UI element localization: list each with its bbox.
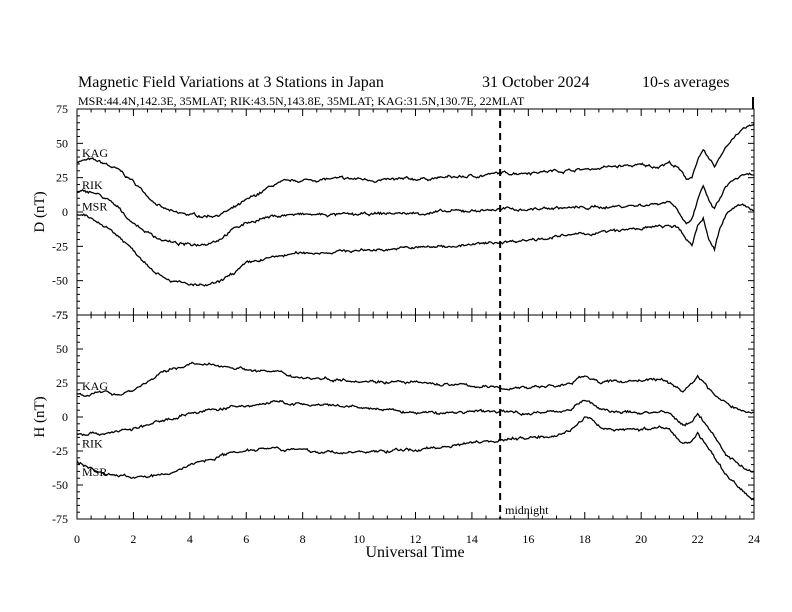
d-ytick-label: -75 xyxy=(52,308,68,322)
xtick-label: 0 xyxy=(74,532,80,546)
chart-averaging: 10-s averages xyxy=(642,74,730,91)
d-panel-frame xyxy=(76,108,755,316)
h-ytick-label: 50 xyxy=(56,342,68,356)
h-ytick-label: 25 xyxy=(56,376,68,390)
d-station-label-msr: MSR xyxy=(82,200,107,214)
d-axis-label: D (nT) xyxy=(32,191,48,232)
d-ytick-label: 0 xyxy=(62,205,68,219)
xtick-label: 10 xyxy=(353,532,365,546)
h-axis-label: H (nT) xyxy=(32,396,48,437)
d-ytick-label: 25 xyxy=(56,171,68,185)
chart-title: Magnetic Field Variations at 3 Stations … xyxy=(78,74,384,91)
d-ytick-label: 50 xyxy=(56,136,68,150)
h-station-label-msr: MSR xyxy=(82,465,107,479)
xtick-label: 22 xyxy=(692,532,704,546)
xtick-label: 16 xyxy=(522,532,534,546)
h-ytick-label: 0 xyxy=(62,410,68,424)
xtick-label: 2 xyxy=(130,532,136,546)
d-trace-rik xyxy=(76,172,754,247)
xtick-label: 6 xyxy=(243,532,249,546)
xtick-label: 4 xyxy=(187,532,193,546)
h-trace-kag xyxy=(76,361,755,414)
h-ytick-label: -75 xyxy=(52,512,68,526)
h-ytick-label: 75 xyxy=(56,308,68,322)
h-trace-rik xyxy=(76,399,755,473)
h-trace-msr xyxy=(76,416,755,501)
h-ytick-label: -50 xyxy=(52,478,68,492)
chart-date: 31 October 2024 xyxy=(482,74,590,91)
d-trace-msr xyxy=(76,203,755,287)
xtick-label: 12 xyxy=(410,532,422,546)
h-ytick-label: -25 xyxy=(52,444,68,458)
h-station-label-rik: RIK xyxy=(82,436,103,450)
x-axis-label: Universal Time xyxy=(365,544,464,561)
xtick-label: 18 xyxy=(579,532,591,546)
xtick-label: 24 xyxy=(748,532,760,546)
d-ytick-label: 75 xyxy=(56,102,68,116)
d-ytick-label: -25 xyxy=(52,239,68,253)
xtick-label: 8 xyxy=(300,532,306,546)
d-station-label-kag: KAG xyxy=(82,146,108,160)
d-trace-kag xyxy=(76,122,755,219)
midnight-label: midnight xyxy=(505,503,549,517)
xtick-label: 20 xyxy=(635,532,647,546)
stations-info: MSR:44.4N,142.3E, 35MLAT; RIK:43.5N,143.… xyxy=(78,94,525,108)
h-station-label-kag: KAG xyxy=(82,379,108,393)
d-ytick-label: -50 xyxy=(52,274,68,288)
d-station-label-rik: RIK xyxy=(82,178,103,192)
traces: KAG RIK MSR KAG RIK MSR xyxy=(76,122,755,501)
xtick-label: 14 xyxy=(466,532,478,546)
